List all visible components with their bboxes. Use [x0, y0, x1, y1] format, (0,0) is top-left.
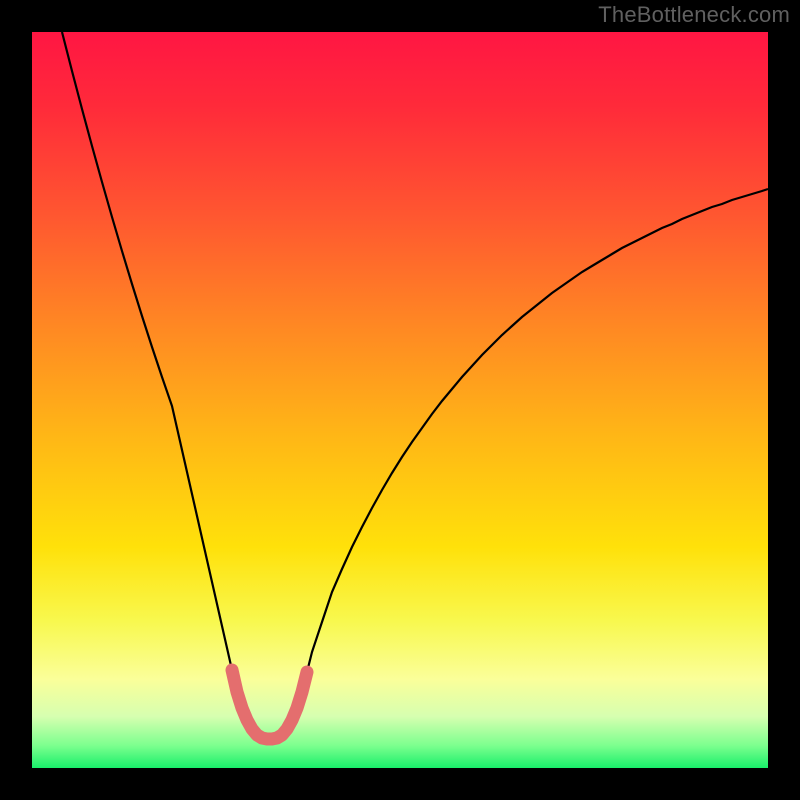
chart-stage: TheBottleneck.com	[0, 0, 800, 800]
watermark-label: TheBottleneck.com	[598, 2, 790, 28]
bottleneck-chart	[0, 0, 800, 800]
